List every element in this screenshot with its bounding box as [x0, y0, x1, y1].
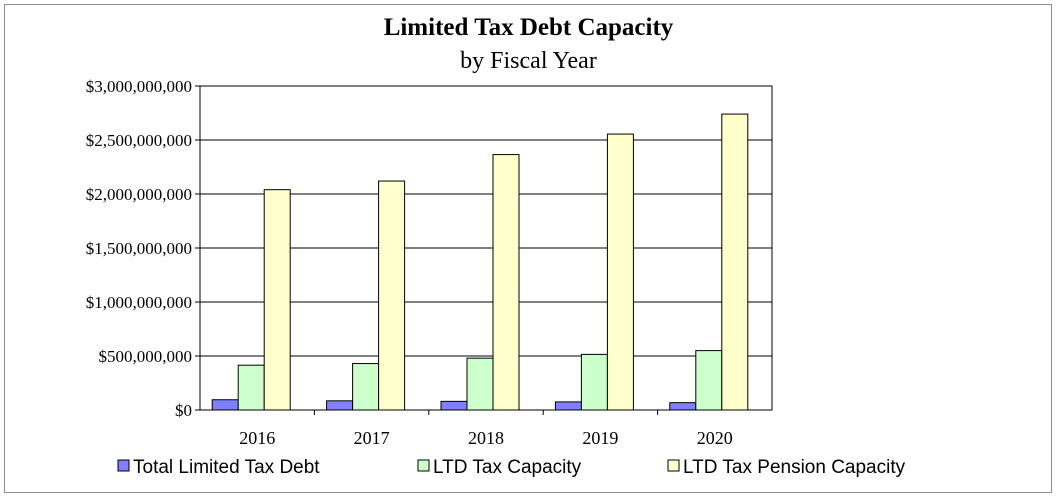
y-tick-label: $1,500,000,000: [86, 239, 192, 258]
bar-ltd-tax-pension-capacity-2020: [721, 113, 749, 411]
bar-ltd-tax-capacity-2020: [695, 350, 723, 411]
x-tick-label: 2019: [582, 428, 618, 448]
bar-ltd-tax-pension-capacity-2016: [263, 189, 291, 411]
legend-label: Total Limited Tax Debt: [133, 457, 320, 478]
legend: Total Limited Tax Debt LTD Tax Capacity LT…: [117, 457, 906, 478]
legend-label: LTD Tax Capacity: [433, 457, 582, 478]
bar-ltd-tax-pension-capacity-2017: [378, 180, 406, 411]
y-tick-label: $3,000,000,000: [86, 77, 192, 96]
bar-ltd-tax-capacity-2017: [352, 363, 380, 411]
x-tick-label: 2018: [468, 428, 504, 448]
bar-ltd-tax-pension-capacity-2018: [492, 154, 520, 411]
bar-total-limited-tax-debt-2020: [669, 402, 697, 411]
legend-label: LTD Tax Pension Capacity: [683, 457, 906, 478]
bar-total-limited-tax-debt-2017: [326, 400, 354, 411]
legend-swatch: [417, 459, 430, 472]
x-tick-label: 2020: [697, 428, 733, 448]
chart-title: Limited Tax Debt Capacity: [383, 14, 674, 41]
y-tick-label: $1,000,000,000: [86, 293, 192, 312]
bar-ltd-tax-capacity-2019: [580, 353, 608, 411]
y-tick-label: $2,500,000,000: [86, 131, 192, 150]
bar-total-limited-tax-debt-2018: [440, 400, 468, 411]
bar-total-limited-tax-debt-2019: [554, 401, 582, 411]
y-tick-label: $2,000,000,000: [86, 185, 192, 204]
y-tick-label: $500,000,000: [99, 347, 193, 366]
legend-swatch: [117, 459, 130, 472]
bar-ltd-tax-capacity-2018: [466, 357, 494, 411]
bar-ltd-tax-capacity-2016: [237, 364, 265, 411]
x-tick-label: 2016: [239, 428, 275, 448]
y-axis-ticks: $0 $500,000,000 $1,000,000,000 $1,500,000,0…: [86, 77, 200, 420]
x-axis-ticks: 2016 2017 2018 2019 2020: [239, 410, 733, 448]
legend-swatch: [667, 459, 680, 472]
y-tick-label: $0: [175, 401, 192, 420]
x-tick-label: 2017: [354, 428, 390, 448]
bars: [211, 113, 749, 411]
bar-total-limited-tax-debt-2016: [211, 399, 239, 411]
chart-subtitle: by Fiscal Year: [460, 48, 597, 74]
bar-ltd-tax-pension-capacity-2019: [606, 133, 634, 411]
